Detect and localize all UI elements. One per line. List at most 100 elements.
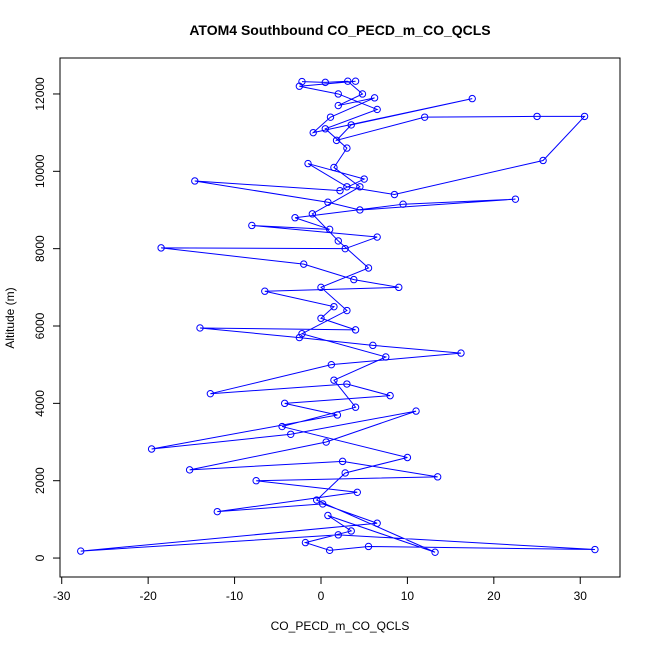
data-point — [325, 546, 334, 555]
data-point — [319, 500, 327, 508]
data-point — [334, 237, 342, 245]
data-point — [308, 210, 317, 218]
data-point — [77, 547, 85, 555]
data-point — [300, 260, 308, 268]
data-point — [309, 128, 317, 137]
data-point — [334, 101, 342, 110]
data-point — [341, 469, 349, 477]
y-tick-label: 10000 — [33, 154, 47, 188]
data-point — [370, 94, 379, 102]
y-tick-label: 12000 — [33, 77, 47, 111]
data-point — [343, 183, 351, 191]
data-point — [580, 112, 589, 121]
data-point — [382, 353, 390, 361]
data-point — [364, 542, 373, 551]
data-point — [364, 264, 373, 272]
data-point — [344, 77, 352, 85]
data-point — [350, 275, 358, 284]
data-point — [390, 190, 399, 199]
data-point — [412, 407, 420, 415]
data-point — [360, 175, 368, 183]
data-point — [591, 545, 599, 554]
data-point — [147, 445, 156, 453]
data-point — [324, 511, 332, 520]
data-point — [533, 112, 541, 121]
data-point — [322, 438, 330, 446]
data-point — [295, 333, 304, 342]
data-point — [191, 177, 199, 185]
data-point — [325, 225, 334, 234]
data-point — [373, 105, 381, 114]
x-tick-label: 10 — [401, 589, 415, 603]
data-point — [420, 113, 429, 121]
data-point — [278, 422, 286, 431]
data-point — [468, 94, 476, 103]
data-point — [457, 349, 465, 357]
data-point — [206, 389, 215, 398]
data-point — [287, 430, 295, 438]
data-point — [343, 380, 351, 388]
data-point — [351, 403, 360, 411]
data-point — [324, 198, 332, 206]
data-point — [332, 136, 341, 145]
y-tick-label: 8000 — [33, 235, 47, 262]
x-tick-label: -20 — [139, 589, 157, 603]
data-point — [334, 90, 342, 98]
data-point — [317, 314, 325, 322]
data-point — [333, 411, 342, 419]
y-axis-label: Altitude (m) — [3, 287, 17, 348]
data-point — [338, 457, 347, 466]
data-point — [248, 221, 256, 230]
data-line — [80, 80, 595, 553]
data-point — [539, 156, 547, 165]
data-point — [301, 538, 310, 547]
data-point — [433, 473, 442, 481]
data-point — [347, 121, 355, 129]
y-tick-label: 4000 — [33, 390, 47, 417]
data-point — [369, 341, 377, 350]
y-tick-label: 2000 — [33, 467, 47, 494]
data-point — [403, 453, 412, 462]
data-point — [386, 391, 394, 400]
data-point — [343, 144, 351, 152]
chart-title: ATOM4 Southbound CO_PECD_m_CO_QCLS — [189, 22, 490, 38]
data-point — [373, 233, 381, 241]
data-point — [185, 466, 194, 474]
data-point — [321, 78, 330, 87]
data-point — [213, 507, 221, 516]
data-point — [431, 548, 439, 556]
data-point — [330, 163, 338, 172]
data-point — [298, 330, 306, 338]
data-point — [196, 324, 204, 332]
data-point — [295, 82, 304, 90]
data-point — [356, 206, 364, 214]
data-point — [252, 477, 260, 485]
data-point — [336, 186, 344, 195]
y-tick-label: 0 — [33, 554, 47, 561]
data-point — [291, 214, 299, 222]
data-point — [330, 302, 338, 311]
data-point — [399, 200, 407, 208]
data-point — [343, 306, 351, 315]
data-point — [395, 283, 403, 292]
data-point — [326, 113, 335, 121]
x-tick-label: -10 — [226, 589, 244, 603]
data-point — [321, 125, 330, 133]
data-point — [304, 159, 312, 168]
x-tick-label: 0 — [318, 589, 325, 603]
data-point — [157, 244, 165, 252]
data-point — [358, 90, 367, 98]
data-point — [334, 531, 342, 539]
x-tick-label: 30 — [574, 589, 588, 603]
data-point — [511, 195, 520, 203]
x-tick-label: -30 — [53, 589, 71, 603]
data-point — [280, 399, 289, 408]
y-tick-label: 6000 — [33, 312, 47, 339]
data-point — [261, 287, 269, 295]
data-point — [330, 376, 338, 384]
data-point — [312, 496, 321, 504]
data-point — [351, 326, 360, 334]
data-point — [341, 244, 349, 253]
